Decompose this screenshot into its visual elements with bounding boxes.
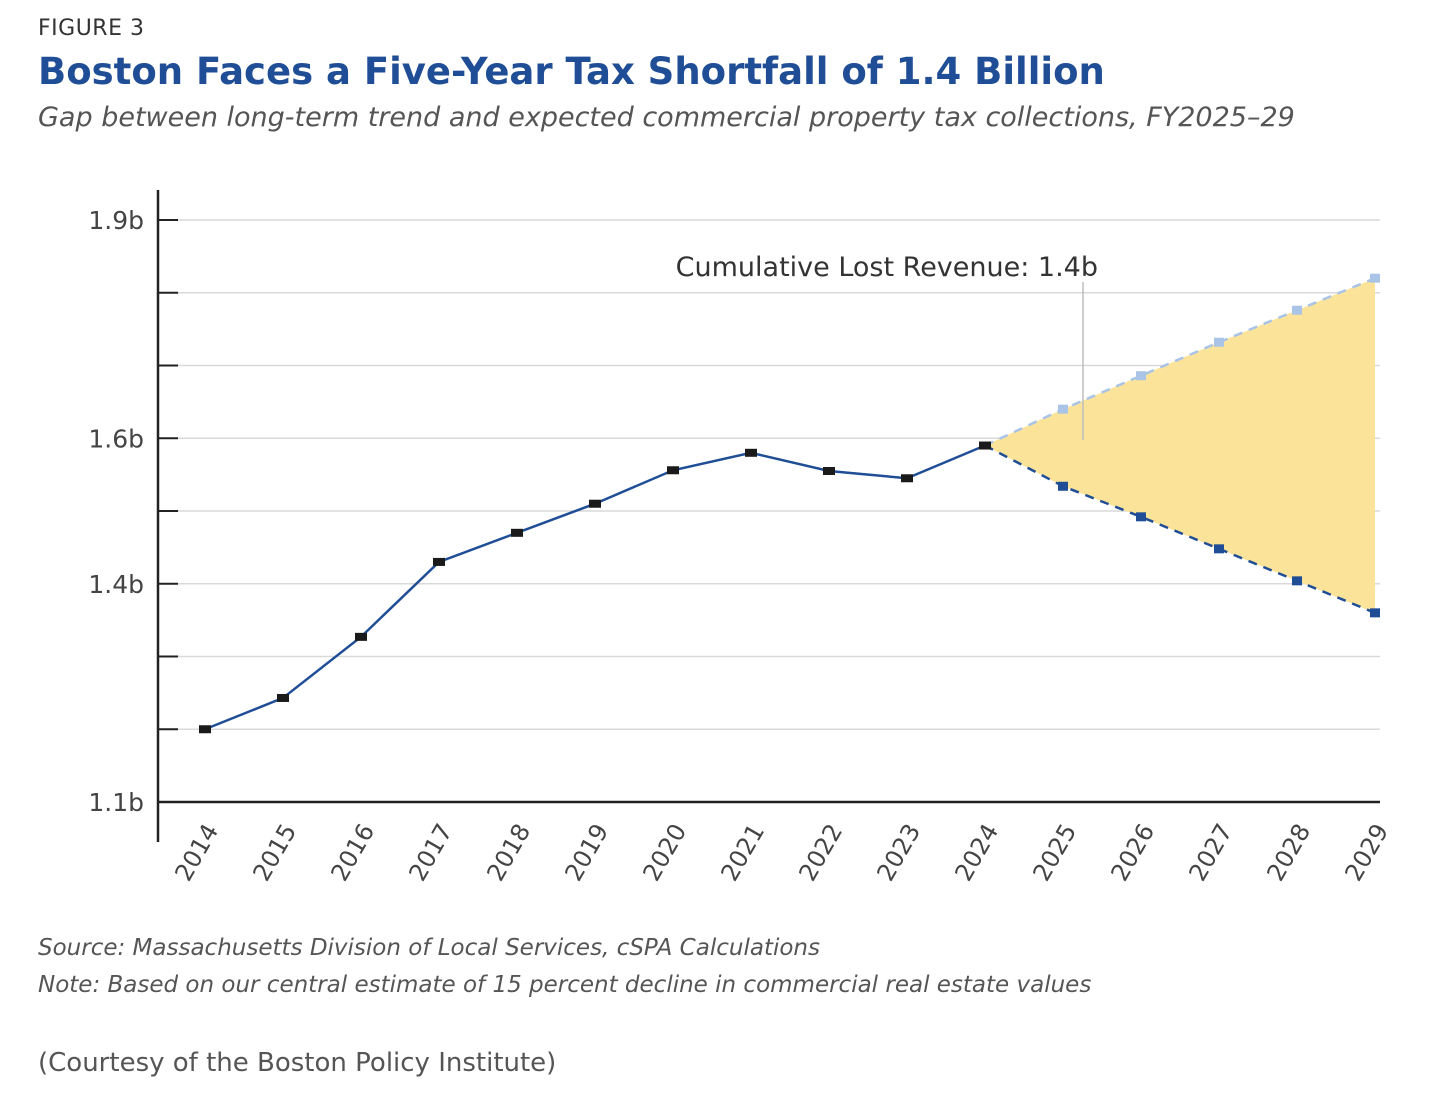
x-tick-label: 2016 xyxy=(325,819,380,886)
projected-decline-point xyxy=(1370,608,1380,618)
annotation-layer: Cumulative Lost Revenue: 1.4b xyxy=(676,252,1098,440)
projected-decline-point xyxy=(1058,481,1068,491)
long-term-trend-point xyxy=(1292,305,1302,315)
x-tick-label: 2028 xyxy=(1261,819,1316,886)
historical-point xyxy=(433,557,445,566)
historical-point xyxy=(511,528,523,537)
long-term-trend-point xyxy=(1136,371,1146,381)
x-tick-label: 2027 xyxy=(1183,819,1238,886)
long-term-trend-point xyxy=(1214,337,1224,347)
x-tick-label: 2017 xyxy=(403,819,458,886)
projected-decline-point xyxy=(1292,576,1302,586)
y-tick-label: 1.9b xyxy=(88,206,144,235)
series-layer xyxy=(199,273,1380,734)
historical-point xyxy=(979,441,991,450)
x-tick-label: 2022 xyxy=(793,819,848,886)
historical-point xyxy=(901,474,913,483)
gap-area xyxy=(985,278,1375,613)
source-note: Source: Massachusetts Division of Local … xyxy=(38,935,820,961)
x-tick-label: 2025 xyxy=(1027,819,1082,886)
historical-point xyxy=(745,448,757,457)
y-tick-label: 1.1b xyxy=(88,788,144,817)
chart-subtitle: Gap between long-term trend and expected… xyxy=(38,102,1295,133)
long-term-trend-point xyxy=(1058,404,1068,414)
y-tick-label: 1.4b xyxy=(88,570,144,599)
x-tick-label: 2024 xyxy=(949,819,1004,886)
grid-layer xyxy=(158,219,1380,730)
historical-line xyxy=(204,444,986,731)
long-term-trend-point xyxy=(1370,273,1380,283)
image-caption: (Courtesy of the Boston Policy Institute… xyxy=(38,1048,557,1078)
historical-point xyxy=(589,499,601,508)
x-tick-label: 2026 xyxy=(1105,819,1160,886)
x-tick-label: 2029 xyxy=(1339,819,1394,886)
x-tick-label: 2018 xyxy=(481,819,536,886)
annotation-label: Cumulative Lost Revenue: 1.4b xyxy=(676,252,1098,283)
x-tick-label: 2020 xyxy=(637,819,692,886)
x-tick-label: 2015 xyxy=(247,819,302,886)
line-chart: 1.9b 1.6b 1.4b 1.1b 2014 2015 2016 2017 2018 2019… xyxy=(88,190,1394,886)
historical-point xyxy=(277,693,289,702)
historical-point xyxy=(667,466,679,475)
projected-decline-line xyxy=(984,444,1376,615)
y-tick-label: 1.6b xyxy=(88,424,144,453)
projected-decline-point xyxy=(1214,544,1224,554)
historical-point xyxy=(355,632,367,641)
x-tick-label: 2014 xyxy=(169,819,224,886)
x-tick-label: 2023 xyxy=(871,819,926,886)
x-tick-label: 2019 xyxy=(559,819,614,886)
chart-title: Boston Faces a Five-Year Tax Shortfall o… xyxy=(38,50,1105,93)
historical-point xyxy=(199,725,211,734)
x-tick-label: 2021 xyxy=(715,819,770,886)
methodology-note: Note: Based on our central estimate of 1… xyxy=(38,972,1092,998)
historical-point xyxy=(823,466,835,475)
projected-decline-point xyxy=(1136,512,1146,522)
figure-label: FIGURE 3 xyxy=(38,16,145,41)
long-term-trend-line xyxy=(984,277,1376,447)
